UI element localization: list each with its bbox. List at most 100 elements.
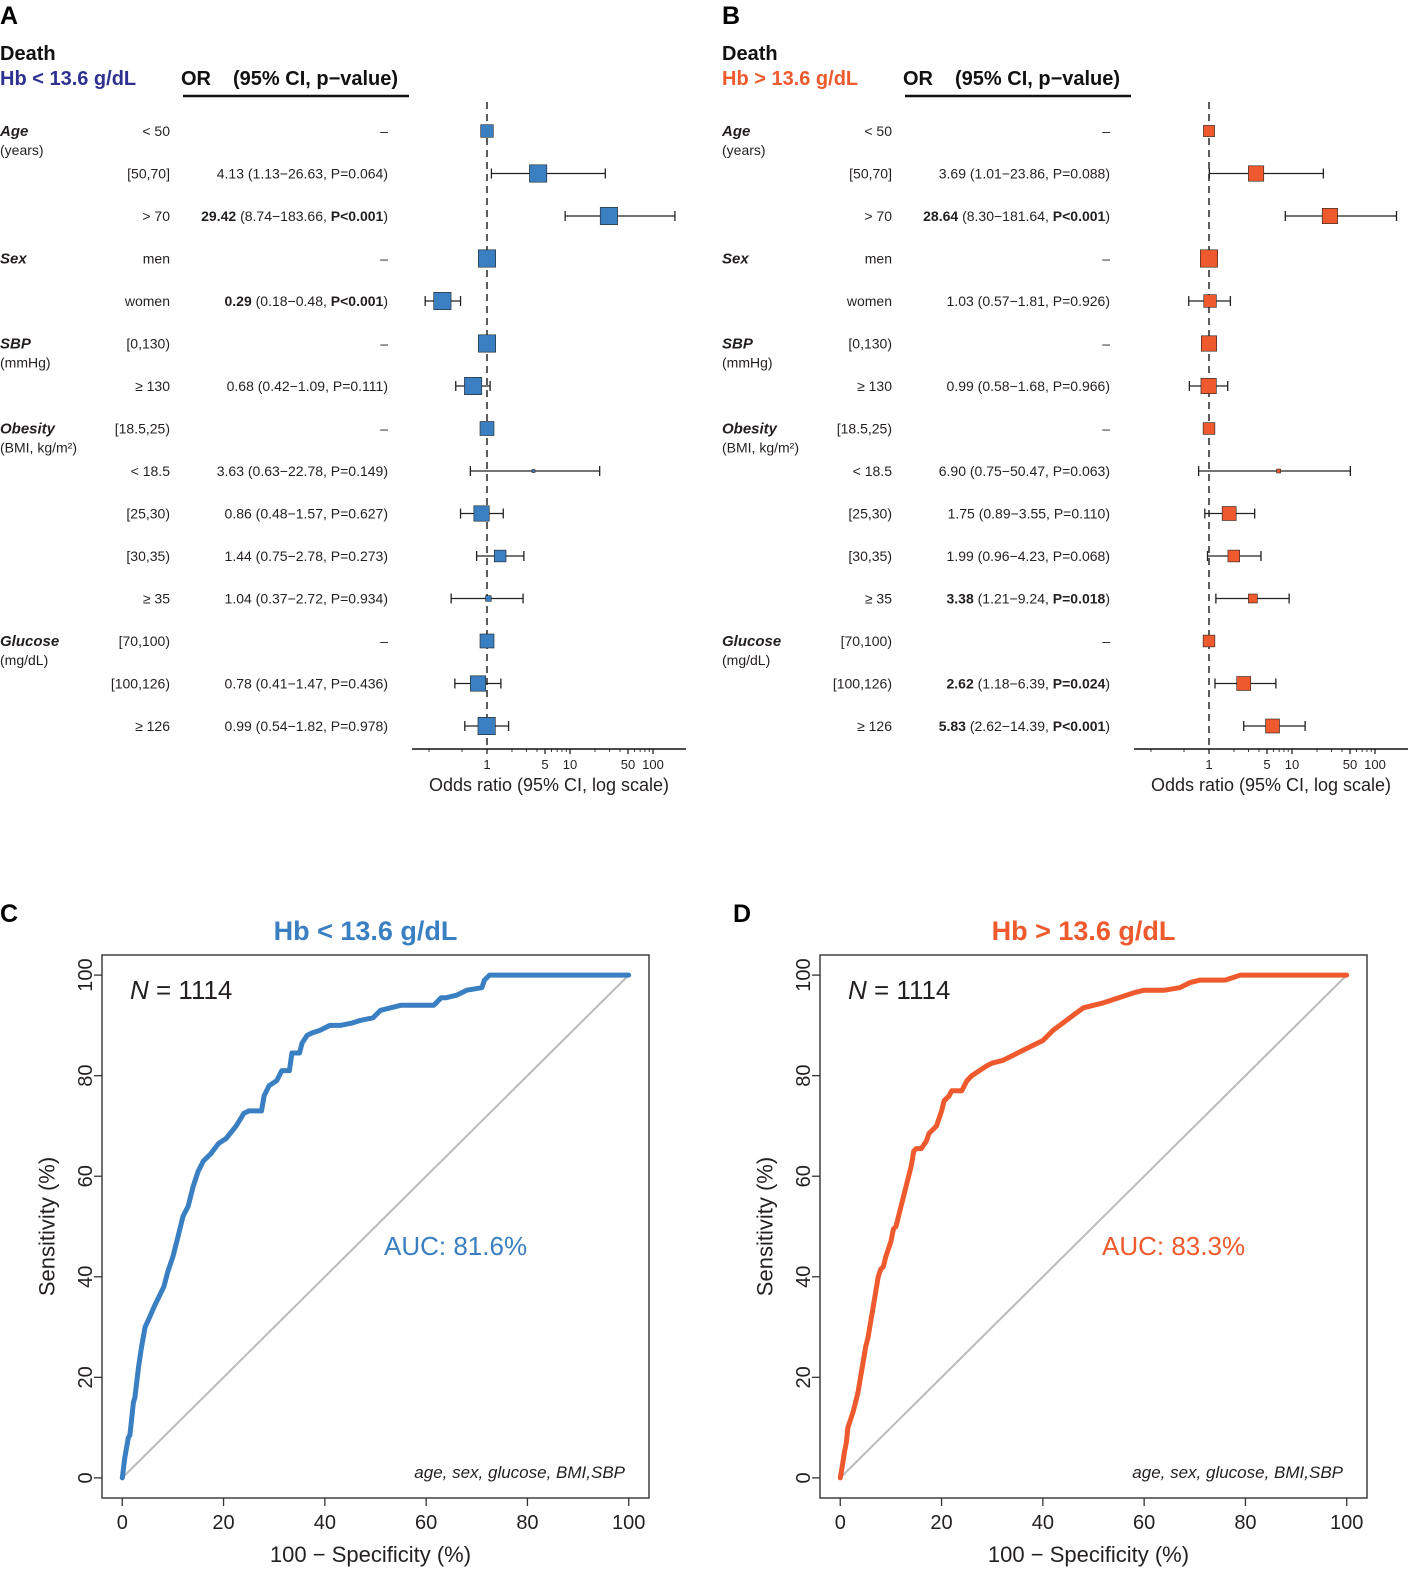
x-axis-label: Odds ratio (95% CI, log scale) <box>429 775 669 795</box>
row-estimate: – <box>380 251 388 267</box>
or-header: OR <box>903 68 934 90</box>
or-value: 3.63 <box>217 463 244 479</box>
ci-value: (0.48−1.57, P=0.627) <box>252 506 388 522</box>
x-tick-label: 60 <box>415 1512 437 1534</box>
row-estimate: 0.99 (0.58−1.68, P=0.966) <box>947 378 1110 394</box>
y-tick-label: 100 <box>793 958 815 991</box>
row-level: [25,30) <box>848 506 892 522</box>
auc-label: AUC: 83.3% <box>1102 1231 1245 1261</box>
x-tick-label: 20 <box>930 1512 952 1534</box>
or-value: 0.99 <box>225 718 252 734</box>
row-estimate: – <box>1102 251 1110 267</box>
row-level: > 70 <box>142 208 170 224</box>
x-tick-label: 60 <box>1133 1512 1155 1534</box>
or-value: 1.75 <box>948 506 975 522</box>
paren: ) <box>1105 718 1110 734</box>
x-tick-label: 1 <box>1205 757 1212 772</box>
n-symbol: N <box>848 975 867 1005</box>
or-value: 0.29 <box>225 293 252 309</box>
row-level: [50,70] <box>849 166 892 182</box>
ci-value: (0.75−50.47, P=0.063) <box>966 463 1110 479</box>
ci-value: (0.57−1.81, P=0.926) <box>974 293 1110 309</box>
p-value: P<0.001 <box>1053 718 1106 734</box>
plot-frame <box>101 954 650 1499</box>
row-level: < 18.5 <box>131 463 171 479</box>
variable-name: Sex <box>0 251 27 268</box>
variable-unit: (years) <box>722 142 766 158</box>
or-value: 2.62 <box>947 676 974 692</box>
n-label: N = 1114 <box>130 975 232 1005</box>
row-estimate: – <box>380 336 388 352</box>
y-tick-label: 0 <box>75 1472 97 1483</box>
or-header: OR <box>181 68 212 90</box>
row-level: [70,100) <box>841 633 892 649</box>
or-value: 0.68 <box>227 378 254 394</box>
variable-name: Obesity <box>0 421 56 438</box>
p-value: P<0.001 <box>331 208 384 224</box>
or-value: 0.78 <box>225 676 252 692</box>
covariates-label: age, sex, glucose, BMI,SBP <box>414 1463 625 1482</box>
variable-name: Obesity <box>722 421 778 438</box>
variable-unit: (BMI, kg/m²) <box>722 440 799 456</box>
row-estimate: 1.75 (0.89−3.55, P=0.110) <box>948 506 1110 522</box>
row-estimate: 1.44 (0.75−2.78, P=0.273) <box>225 548 388 564</box>
or-value: 0.99 <box>947 378 974 394</box>
row-estimate: – <box>1102 123 1110 139</box>
x-tick-label: 80 <box>1234 1512 1256 1534</box>
odds-ratio-marker <box>473 505 490 522</box>
row-level: ≥ 130 <box>857 378 892 394</box>
ci-value: (0.18−0.48, <box>252 293 331 309</box>
or-value: 1.04 <box>225 591 252 607</box>
row-level: [70,100) <box>119 633 170 649</box>
paren: ) <box>1105 591 1110 607</box>
p-value: P<0.001 <box>1053 208 1106 224</box>
odds-ratio-marker <box>1227 549 1240 563</box>
outcome-label: Death <box>0 43 56 65</box>
panel-label-c: C <box>0 900 18 928</box>
row-estimate: 4.13 (1.13−26.63, P=0.064) <box>217 166 388 182</box>
odds-ratio-marker <box>1202 634 1216 648</box>
variable-unit: (mg/dL) <box>722 652 770 668</box>
odds-ratio-marker <box>478 249 496 268</box>
variable-name: Glucose <box>722 633 781 650</box>
or-value: 6.90 <box>939 463 966 479</box>
x-axis-label: 100 − Specificity (%) <box>270 1542 471 1567</box>
y-tick-label: 80 <box>75 1065 97 1087</box>
y-tick-label: 40 <box>75 1266 97 1288</box>
ci-value: (0.58−1.68, P=0.966) <box>974 378 1110 394</box>
auc-label: AUC: 81.6% <box>384 1231 527 1261</box>
odds-ratio-marker <box>1248 165 1265 182</box>
ci-value: – <box>380 123 388 139</box>
x-tick-label: 100 <box>642 757 664 772</box>
row-level: < 50 <box>142 123 170 139</box>
or-value: 28.64 <box>923 208 958 224</box>
ci-value: – <box>1102 633 1110 649</box>
row-level: ≥ 130 <box>135 378 170 394</box>
odds-ratio-marker <box>477 717 496 735</box>
subgroup-label: Hb < 13.6 g/dL <box>0 68 136 90</box>
chance-diagonal <box>839 974 1348 1479</box>
paren: ) <box>383 208 388 224</box>
odds-ratio-marker <box>1203 125 1215 137</box>
ci-value: (0.41−1.47, P=0.436) <box>252 676 388 692</box>
x-tick-label: 0 <box>117 1512 128 1534</box>
row-level: women <box>124 293 170 309</box>
y-tick-label: 60 <box>75 1165 97 1187</box>
row-level: [100,126) <box>833 676 892 692</box>
ci-value: (1.18−6.39, <box>974 676 1053 692</box>
roc-curve <box>119 972 632 1481</box>
paren: ) <box>1105 208 1110 224</box>
ci-value: – <box>1102 123 1110 139</box>
row-estimate: 1.99 (0.96−4.23, P=0.068) <box>947 548 1110 564</box>
y-tick-label: 40 <box>793 1266 815 1288</box>
row-estimate: 2.62 (1.18−6.39, P=0.024) <box>947 676 1111 692</box>
ci-value: (8.74−183.66, <box>236 208 331 224</box>
row-level: [18.5,25) <box>837 421 892 437</box>
x-tick-label: 5 <box>541 757 548 772</box>
or-value: 0.86 <box>225 506 252 522</box>
x-tick-label: 40 <box>1032 1512 1054 1534</box>
or-value: 1.44 <box>225 548 252 564</box>
row-estimate: 3.38 (1.21−9.24, P=0.018) <box>947 591 1111 607</box>
or-value: 1.03 <box>947 293 974 309</box>
ci-value: (8.30−181.64, <box>958 208 1053 224</box>
